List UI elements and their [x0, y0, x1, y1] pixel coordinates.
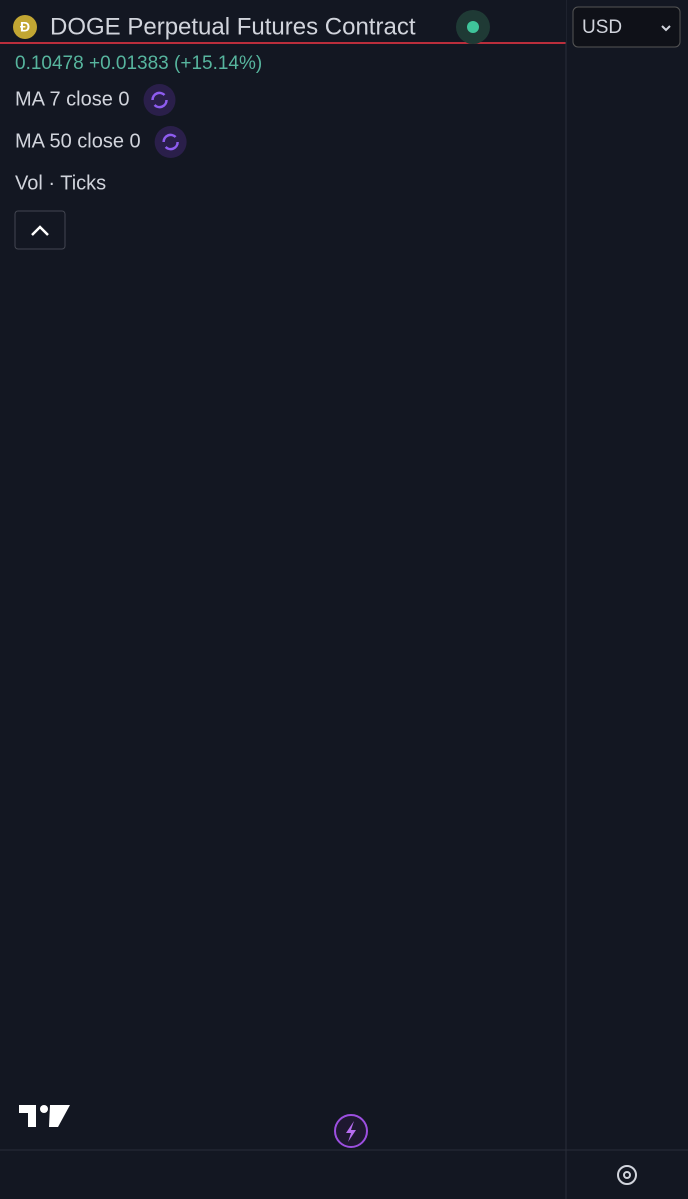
price-line: 0.10478 +0.01383 (+15.14%) [15, 53, 262, 74]
spinner-bg [143, 84, 176, 116]
legend-entry: Vol · Ticks [15, 172, 106, 194]
change-pct: (+15.14%) [174, 53, 262, 74]
legend: MA 7 close 0 MA 50 close 0 Vol · Ticks [15, 84, 187, 194]
tv-logo [19, 1105, 70, 1127]
collapse-icon [31, 225, 49, 236]
currency[interactable]: USD [582, 17, 622, 38]
spinner-icon [151, 91, 168, 109]
currency-select[interactable] [572, 6, 681, 48]
change: +0.01383 [89, 53, 169, 74]
legend-entry: MA 50 close 0 [15, 130, 141, 152]
spinner-icon [162, 133, 179, 151]
coin-icon [13, 15, 37, 39]
collapse-button[interactable] [14, 210, 66, 250]
coin-glyph: Ð [20, 19, 30, 35]
status-dot[interactable] [467, 21, 479, 33]
settings-icon[interactable] [617, 1165, 637, 1185]
spinner-bg [154, 126, 187, 158]
symbol-title: DOGE Perpetual Futures Contract [50, 13, 416, 40]
legend-entry: MA 7 close 0 [15, 88, 130, 110]
last-price: 0.10478 [15, 53, 84, 74]
chevron [661, 25, 671, 32]
lightning-icon [346, 1121, 356, 1142]
